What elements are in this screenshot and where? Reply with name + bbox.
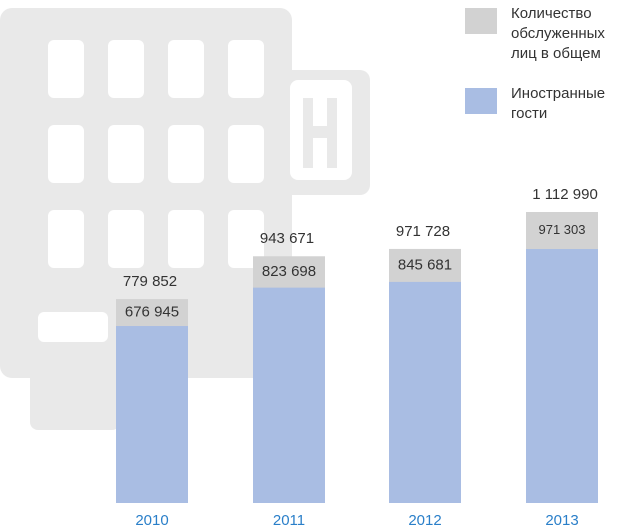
total-label: 779 852 [123,273,177,290]
x-tick-label: 2012 [408,512,441,529]
legend-item: Иностранные гости [465,88,623,124]
x-tick-label: 2011 [273,512,305,529]
legend-swatch [465,88,497,114]
bar [116,326,188,503]
x-tick-label: 2010 [135,512,168,529]
legend-swatch [465,8,497,34]
foreign-label: 845 681 [398,256,452,273]
total-label: 1 112 990 [532,186,598,203]
foreign-label: 676 945 [125,304,179,321]
x-tick-label: 2013 [545,512,578,529]
bar [526,249,598,503]
chart: 779 852 676 945 2010 943 671 823 698 2011 971 … [0,0,628,531]
legend-label: Количество обслуженных лиц в общем [511,4,623,64]
total-label: 943 671 [260,230,314,247]
total-label: 971 728 [396,223,450,240]
bar [253,288,325,503]
legend-item: Количество обслуженных лиц в общем [465,8,623,64]
chart-canvas: 779 852 676 945 2010 943 671 823 698 2011 971 … [0,0,628,531]
legend-label: Иностранные гости [511,84,623,124]
bar [389,282,461,503]
foreign-label: 971 303 [539,222,586,237]
foreign-label: 823 698 [262,263,316,280]
